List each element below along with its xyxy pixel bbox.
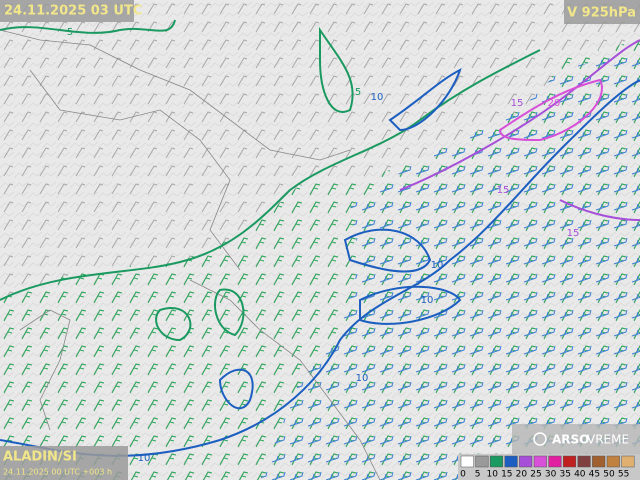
logo-text: VREME bbox=[587, 433, 629, 447]
model-name: ALADIN/SI bbox=[3, 450, 77, 465]
legend-swatch bbox=[489, 455, 504, 468]
legend-swatch bbox=[475, 455, 489, 468]
legend-label: 0 bbox=[460, 470, 466, 480]
wind-barbs-strong bbox=[260, 50, 640, 480]
legend-swatch bbox=[504, 455, 518, 468]
legend-label: 35 bbox=[559, 470, 570, 480]
legend-label: 10 bbox=[486, 470, 498, 480]
legend-swatch bbox=[460, 455, 474, 468]
legend-label: 50 bbox=[603, 470, 615, 480]
level-label: V 925hPa bbox=[567, 6, 636, 21]
contour-label: 10 bbox=[421, 295, 434, 306]
legend-swatch bbox=[533, 455, 547, 468]
legend-label: 45 bbox=[589, 470, 600, 480]
legend-swatch bbox=[577, 455, 591, 468]
contour-label: 15 bbox=[567, 228, 580, 239]
time-box bbox=[0, 0, 134, 22]
contour-label: 10 bbox=[371, 92, 384, 103]
logo-text: ARSO bbox=[552, 433, 589, 447]
valid-time: 24.11.2025 03 UTC bbox=[4, 4, 142, 19]
contour-label: 10 bbox=[356, 373, 369, 384]
legend-swatch bbox=[606, 455, 620, 468]
model-box bbox=[0, 446, 128, 480]
contour-label: 15 bbox=[497, 185, 510, 196]
legend-label: 15 bbox=[501, 470, 512, 480]
legend-swatch bbox=[621, 455, 635, 468]
legend-swatch bbox=[562, 455, 577, 468]
legend-label: 20 bbox=[516, 470, 528, 480]
legend-label: 55 bbox=[618, 470, 629, 480]
contour-label: 5 bbox=[67, 27, 73, 38]
run-time: 24.11.2025 00 UTC +003 h bbox=[3, 468, 112, 477]
legend-label: 5 bbox=[475, 470, 481, 480]
contour-label: 5 bbox=[355, 87, 361, 98]
contour-label: 15 bbox=[511, 98, 524, 109]
contour-label: 10 bbox=[138, 453, 151, 464]
level-box bbox=[564, 0, 640, 24]
logo-icon bbox=[533, 432, 547, 446]
legend-label: 30 bbox=[545, 470, 557, 480]
legend-label: 25 bbox=[530, 470, 541, 480]
contour-label: 20 bbox=[548, 98, 561, 109]
legend-swatch bbox=[548, 455, 562, 468]
legend-swatch bbox=[592, 455, 606, 468]
contour-label: 10 bbox=[431, 260, 444, 271]
legend-label: 40 bbox=[574, 470, 586, 480]
borders bbox=[0, 29, 381, 480]
legend-swatch bbox=[519, 455, 533, 468]
isotachs bbox=[0, 19, 640, 457]
